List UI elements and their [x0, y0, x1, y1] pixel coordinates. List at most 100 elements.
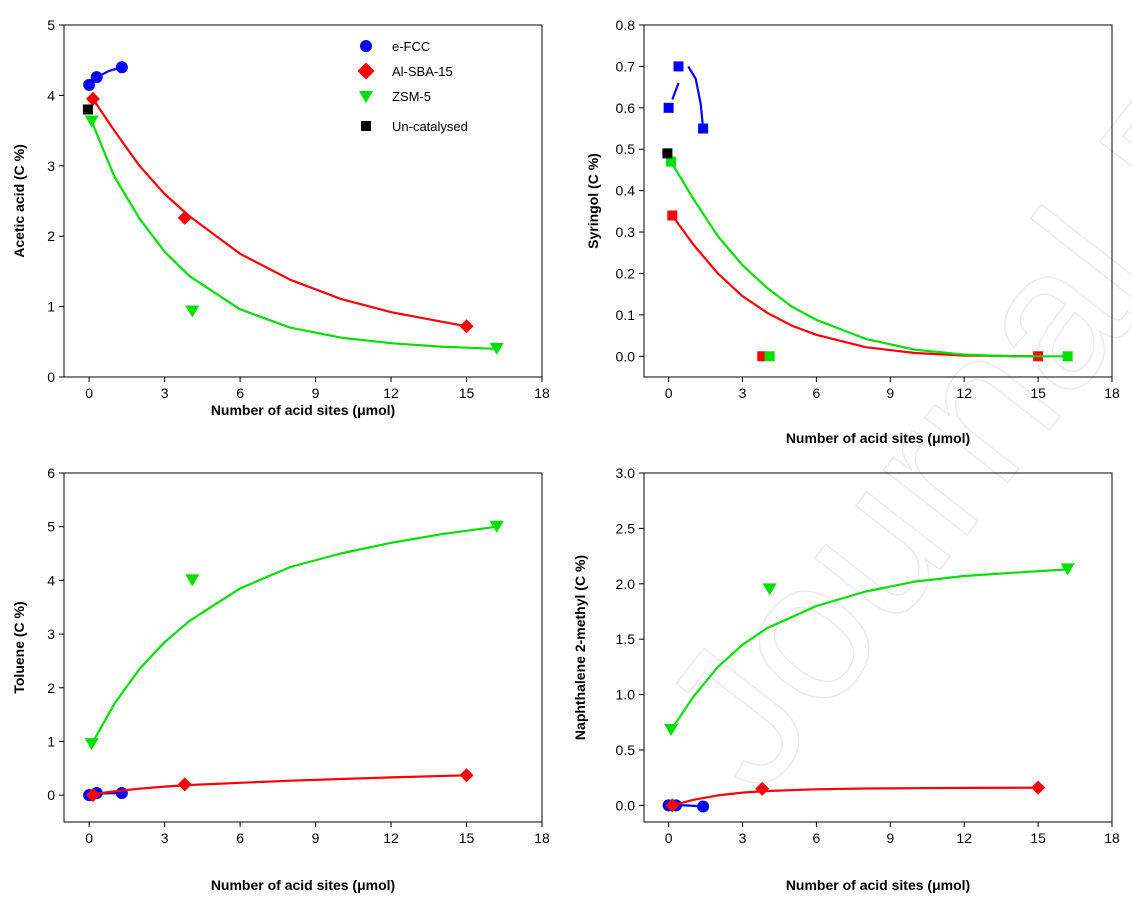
x-tick-label: 9	[312, 830, 320, 846]
y-tick-label: 1.0	[616, 687, 636, 703]
x-tick-label: 0	[85, 385, 93, 401]
legend-label-zsm5: ZSM-5	[392, 89, 431, 104]
y-tick-label: 3.0	[616, 465, 636, 481]
data-point-zsm-5	[489, 520, 504, 533]
x-tick-label: 15	[459, 830, 475, 846]
data-point-e-fcc	[698, 123, 709, 134]
data-point-al-sba-15	[755, 781, 770, 796]
legend-item-alsba15: Al-SBA-15	[357, 62, 453, 80]
x-tick-label: 0	[85, 830, 93, 846]
y-tick-label: 2	[47, 228, 55, 244]
x-tick-label: 3	[739, 385, 747, 401]
data-point-al-sba-15	[177, 210, 192, 225]
data-point-al-sba-15	[667, 210, 678, 221]
y-tick-label: 0.8	[616, 17, 636, 33]
x-tick-label: 18	[534, 385, 550, 401]
x-tick-label: 15	[1030, 830, 1046, 846]
data-point-e-fcc	[115, 787, 128, 800]
y-tick-label: 0.0	[616, 797, 636, 813]
x-tick-label: 12	[956, 385, 972, 401]
y-tick-label: 0.4	[616, 183, 636, 199]
series-al-sba-15	[85, 91, 474, 334]
series-e-fcc	[663, 61, 709, 134]
x-tick-label: 12	[383, 830, 399, 846]
fit-curve-zsm-5	[90, 120, 497, 350]
legend-marker-efcc	[360, 40, 372, 52]
x-tick-label: 3	[161, 385, 169, 401]
x-tick-label: 3	[161, 830, 169, 846]
data-point-e-fcc	[697, 800, 710, 813]
y-tick-label: 4	[47, 87, 55, 103]
y-tick-label: 4	[47, 572, 55, 588]
legend-item-efcc: e-FCC	[360, 39, 430, 54]
data-point-al-sba-15	[177, 777, 192, 792]
series-zsm-5	[84, 520, 504, 751]
legend-marker-alsba15	[357, 62, 375, 80]
y-axis-label: Syringol (C %)	[585, 153, 601, 249]
data-point-zsm-5	[666, 156, 677, 167]
data-point-al-sba-15	[459, 768, 474, 783]
x-tick-label: 12	[383, 385, 399, 401]
x-tick-label: 18	[534, 830, 550, 846]
data-point-zsm-5	[84, 738, 99, 751]
x-tick-label: 6	[236, 830, 244, 846]
series-al-sba-15	[85, 768, 474, 803]
y-tick-label: 6	[47, 465, 55, 481]
data-point-zsm-5	[185, 305, 200, 318]
y-tick-label: 1	[47, 733, 55, 749]
y-tick-label: 0.5	[616, 141, 636, 157]
y-tick-label: 0.0	[616, 348, 636, 364]
data-point-e-fcc	[115, 61, 128, 74]
x-tick-label: 3	[739, 830, 747, 846]
y-axis-label: Toluene (C %)	[11, 601, 27, 693]
data-point-al-sba-15	[459, 319, 474, 334]
data-point-zsm-5	[664, 724, 679, 737]
x-tick-label: 15	[1030, 385, 1046, 401]
y-tick-label: 2.0	[616, 576, 636, 592]
x-axis-label: Number of acid sites (μmol)	[786, 430, 970, 446]
y-tick-label: 1	[47, 299, 55, 315]
y-tick-label: 1.5	[616, 631, 636, 647]
data-point-zsm-5	[489, 342, 504, 355]
y-tick-label: 0.1	[616, 307, 636, 323]
legend-marker-zsm5	[359, 91, 373, 103]
y-tick-label: 0.5	[616, 742, 636, 758]
chart-legend: e-FCC Al-SBA-15 ZSM-5 Un-catalysed	[357, 39, 468, 134]
data-point-zsm-5	[1060, 563, 1075, 576]
y-tick-label: 3	[47, 626, 55, 642]
legend-marker-uncatalysed	[361, 121, 371, 131]
legend-item-uncatalysed: Un-catalysed	[361, 119, 468, 134]
data-point-al-sba-15	[1031, 780, 1046, 795]
fit-curve-e-fcc	[671, 82, 680, 100]
data-point-un-catalysed	[662, 148, 673, 159]
plot-frame	[63, 24, 543, 378]
legend-label-alsba15: Al-SBA-15	[392, 64, 453, 79]
y-axis-label: Naphthalene 2-methyl (C %)	[572, 555, 588, 740]
data-point-e-fcc	[83, 78, 96, 91]
fit-curve-al-sba-15	[672, 786, 1039, 807]
series-e-fcc	[83, 61, 128, 91]
fit-curve-e-fcc	[687, 65, 705, 129]
plot-frame	[643, 24, 1113, 378]
fit-curve-zsm-5	[90, 525, 497, 745]
y-tick-label: 5	[47, 519, 55, 535]
x-tick-label: 15	[459, 385, 475, 401]
fit-curve-zsm-5	[670, 161, 1068, 358]
data-point-al-sba-15	[85, 788, 100, 803]
series-zsm-5	[666, 156, 1073, 362]
fit-curve-zsm-5	[670, 568, 1068, 731]
fit-curve-al-sba-15	[92, 774, 467, 796]
data-point-e-fcc	[673, 61, 684, 72]
legend-label-efcc: e-FCC	[392, 39, 430, 54]
legend-label-uncatalysed: Un-catalysed	[392, 119, 468, 134]
x-tick-label: 9	[312, 385, 320, 401]
series-zsm-5	[664, 563, 1075, 737]
series-un-catalysed	[82, 104, 93, 115]
x-tick-label: 9	[886, 830, 894, 846]
y-tick-label: 3	[47, 158, 55, 174]
y-tick-label: 2.5	[616, 520, 636, 536]
data-point-un-catalysed	[82, 104, 93, 115]
